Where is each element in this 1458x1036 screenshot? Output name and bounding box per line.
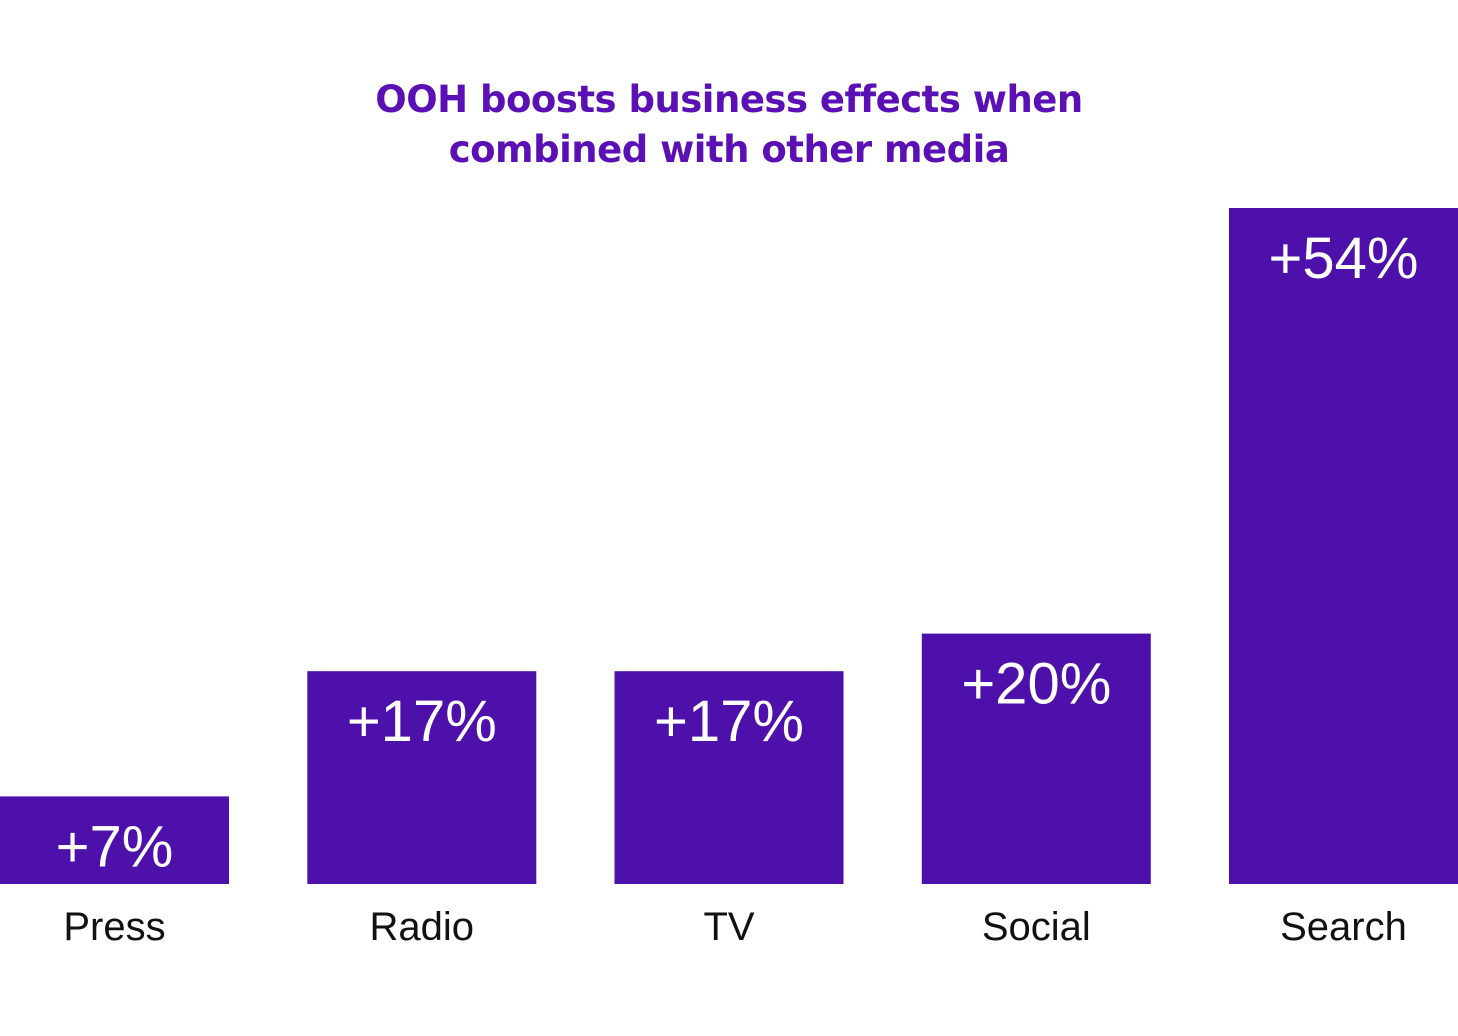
bar-social — [921, 633, 1151, 884]
bar-tv — [614, 671, 844, 884]
value-label-radio: +17% — [347, 689, 497, 754]
category-label-press: Press — [63, 905, 165, 949]
value-label-search: +54% — [1269, 226, 1419, 291]
category-label-social: Social — [982, 905, 1091, 949]
category-label-search: Search — [1280, 905, 1407, 949]
value-label-tv: +17% — [654, 689, 804, 754]
bar-press — [0, 796, 229, 884]
chart-title-line-2: combined with other media — [448, 128, 1010, 171]
value-label-social: +20% — [961, 652, 1111, 717]
category-label-radio: Radio — [370, 905, 475, 949]
chart-title-line-1: OOH boosts business effects when — [375, 78, 1083, 121]
category-label-tv: TV — [703, 905, 754, 949]
bar-radio — [307, 671, 537, 884]
value-label-press: +7% — [56, 814, 174, 879]
bar-search — [1229, 208, 1458, 884]
